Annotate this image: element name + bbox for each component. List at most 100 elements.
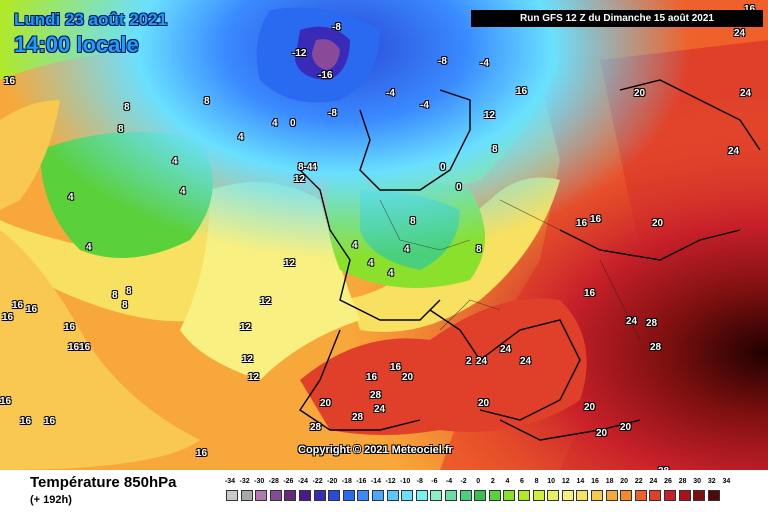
legend-tick-label: -14 xyxy=(370,478,382,485)
isotherm-value: 24 xyxy=(476,356,488,367)
isotherm-value: 8 xyxy=(122,300,128,311)
lead-time: (+ 192h) xyxy=(30,494,72,506)
temperature-map xyxy=(0,0,768,470)
isotherm-value: 24 xyxy=(626,316,638,327)
legend-tick-label: -16 xyxy=(356,478,367,485)
legend-swatch xyxy=(328,490,341,501)
color-legend: -34 -32 -30 -28 -26 -24 -22 -20 -18 -16 -14 -12 -10-… xyxy=(224,478,744,506)
legend-swatch xyxy=(707,490,720,501)
legend-tick-label: -20 xyxy=(327,478,338,485)
isotherm-value: 8 xyxy=(124,102,130,113)
legend-tick-label: 4 xyxy=(505,478,510,485)
legend-tick-label: -28 xyxy=(268,478,279,485)
legend-tick-label: 26 xyxy=(664,478,672,485)
isotherm-value: 16 xyxy=(576,218,588,229)
isotherm-value: 24 xyxy=(728,146,740,157)
isotherm-value: 4 xyxy=(68,192,74,203)
isotherm-value: -16 xyxy=(318,70,333,81)
legend-tick-label: 12 xyxy=(561,478,570,485)
isotherm-value: -4 xyxy=(386,88,395,99)
legend-tick-label: 14 xyxy=(576,478,585,485)
isotherm-value: 16 xyxy=(12,300,24,311)
legend-swatch xyxy=(634,490,647,501)
isotherm-value: 8 xyxy=(204,96,210,107)
isotherm-value: 20 xyxy=(584,402,596,413)
isotherm-value: -4 xyxy=(308,162,317,173)
isotherm-value: 20 xyxy=(634,88,646,99)
isotherm-value: 12 xyxy=(242,354,254,365)
coastlines xyxy=(299,79,761,441)
isotherm-value: 4 xyxy=(352,240,358,251)
isotherm-value: 16 xyxy=(20,416,32,427)
legend-tick-label: -2 xyxy=(460,478,467,485)
legend-swatch xyxy=(561,490,574,501)
isotherm-value: 28 xyxy=(310,422,322,433)
isotherm-value: 16 xyxy=(590,214,602,225)
isotherm-value: 4 xyxy=(404,244,410,255)
isotherm-value: 12 xyxy=(284,258,296,269)
isotherm-value: 8 xyxy=(126,286,132,297)
isotherm-value: 20 xyxy=(478,398,490,409)
legend-swatch xyxy=(591,490,603,501)
legend-swatch xyxy=(693,490,706,501)
isotherm-value: 20 xyxy=(620,422,632,433)
legend-tick-label: -26 xyxy=(283,478,294,485)
legend-tick-label: 24 xyxy=(649,478,658,485)
legend-swatch xyxy=(474,490,487,501)
isotherm-value: 16 xyxy=(390,362,402,373)
legend-tick-label: -6 xyxy=(431,478,438,485)
isotherm-value: 4 xyxy=(172,156,178,167)
country-borders xyxy=(379,199,641,341)
isotherm-value: -8 xyxy=(438,56,447,67)
isotherm-value: 20 xyxy=(652,218,664,229)
isotherm-value: 20 xyxy=(320,398,332,409)
legend-tick-label: -8 xyxy=(416,478,423,485)
legend-tick-label: 28 xyxy=(678,478,687,485)
isotherm-value: 4 xyxy=(180,186,186,197)
isotherm-value: -4 xyxy=(480,58,489,69)
legend-tick-label: -34 xyxy=(224,478,236,485)
legend-tick-label: 16 xyxy=(591,478,599,485)
isotherm-value: 0 xyxy=(456,182,462,193)
isotherm-value: 16 xyxy=(366,372,378,383)
isotherm-value: 8 xyxy=(410,216,416,227)
isotherm-value: 8-4 xyxy=(298,162,313,173)
legend-swatch xyxy=(532,490,545,501)
legend-tick-label: -30 xyxy=(254,478,265,485)
legend-tick-label: -12 xyxy=(385,478,396,485)
isotherm-value: 4 xyxy=(272,118,278,129)
legend-swatch xyxy=(299,490,311,501)
isotherm-value: 16 xyxy=(26,304,38,315)
isotherm-value: 4 xyxy=(86,242,92,253)
legend-tick-label: 8 xyxy=(534,478,539,485)
legend-swatch xyxy=(372,490,384,501)
isotherm-value: 28 xyxy=(352,412,364,423)
isotherm-value: 8 xyxy=(476,244,482,255)
legend-swatch xyxy=(518,490,530,501)
isotherm-value: 24 xyxy=(520,356,532,367)
isotherm-value: -4 xyxy=(420,100,429,111)
legend-swatch xyxy=(284,490,297,501)
legend-swatch xyxy=(488,490,501,501)
legend-swatch xyxy=(357,490,370,501)
isotherm-value: 16 xyxy=(2,312,14,323)
legend-tick-label: 6 xyxy=(520,478,524,485)
legend-swatch xyxy=(430,490,443,501)
isotherm-value: 12 xyxy=(294,174,306,185)
isotherm-value: 12 xyxy=(240,322,252,333)
isotherm-value: 1616 xyxy=(68,342,91,353)
legend-swatch xyxy=(664,490,676,501)
isotherm-value: 28 xyxy=(370,390,382,401)
legend-swatch xyxy=(386,490,399,501)
legend-tick-label: -24 xyxy=(297,478,309,485)
isotherm-value: 16 xyxy=(0,396,12,407)
legend-tick-label: 18 xyxy=(605,478,614,485)
legend-tick-label: 0 xyxy=(476,478,481,485)
legend-swatch xyxy=(459,490,472,501)
legend-swatch xyxy=(255,490,268,501)
forecast-date: Lundi 23 août 2021 xyxy=(14,10,168,29)
isotherm-value: 12 xyxy=(260,296,272,307)
legend-swatch xyxy=(649,490,662,501)
isotherm-value: 8 xyxy=(492,144,498,155)
isotherm-value: 16 xyxy=(584,288,596,299)
